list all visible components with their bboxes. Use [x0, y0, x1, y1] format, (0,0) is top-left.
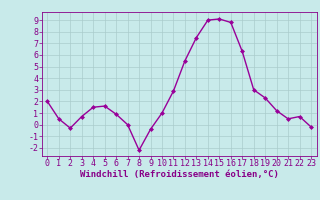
X-axis label: Windchill (Refroidissement éolien,°C): Windchill (Refroidissement éolien,°C): [80, 170, 279, 179]
